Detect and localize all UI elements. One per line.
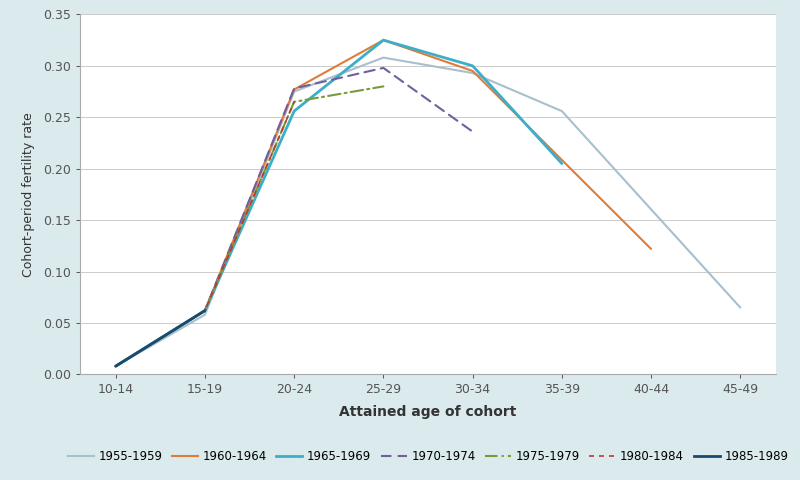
1955-1959	[290, 89, 299, 95]
Y-axis label: Cohort-period fertility rate: Cohort-period fertility rate	[22, 112, 34, 277]
1965-1969	[378, 37, 388, 43]
1980-1984	[290, 99, 299, 105]
1955-1959	[200, 312, 210, 318]
1985-1989	[111, 363, 121, 369]
1975-1979	[290, 99, 299, 105]
1960-1964	[646, 246, 656, 252]
1970-1974	[378, 65, 388, 71]
1980-1984	[200, 308, 210, 313]
1970-1974	[468, 129, 478, 134]
1960-1964	[290, 86, 299, 92]
Line: 1955-1959: 1955-1959	[116, 58, 740, 366]
1960-1964	[378, 37, 388, 43]
1955-1959	[735, 305, 745, 311]
1960-1964	[200, 308, 210, 313]
Line: 1960-1964: 1960-1964	[116, 40, 651, 366]
1970-1974	[290, 85, 299, 91]
1965-1969	[557, 161, 566, 167]
Line: 1980-1984: 1980-1984	[116, 102, 294, 366]
1965-1969	[200, 308, 210, 313]
1955-1959	[557, 108, 566, 114]
1965-1969	[468, 63, 478, 69]
1955-1959	[111, 363, 121, 369]
Legend: 1955-1959, 1960-1964, 1965-1969, 1970-1974, 1975-1979, 1980-1984, 1985-1989: 1955-1959, 1960-1964, 1965-1969, 1970-19…	[63, 445, 793, 468]
1965-1969	[111, 363, 121, 369]
Line: 1965-1969: 1965-1969	[116, 40, 562, 366]
1980-1984	[111, 363, 121, 369]
1965-1969	[290, 108, 299, 114]
1955-1959	[468, 70, 478, 76]
1985-1989	[200, 308, 210, 313]
X-axis label: Attained age of cohort: Attained age of cohort	[339, 405, 517, 419]
Line: 1975-1979: 1975-1979	[116, 86, 383, 366]
1960-1964	[468, 68, 478, 74]
1975-1979	[111, 363, 121, 369]
1975-1979	[200, 308, 210, 313]
1975-1979	[378, 84, 388, 89]
1960-1964	[111, 363, 121, 369]
1970-1974	[200, 308, 210, 313]
Line: 1970-1974: 1970-1974	[116, 68, 473, 366]
1970-1974	[111, 363, 121, 369]
1955-1959	[378, 55, 388, 60]
Line: 1985-1989: 1985-1989	[116, 311, 205, 366]
